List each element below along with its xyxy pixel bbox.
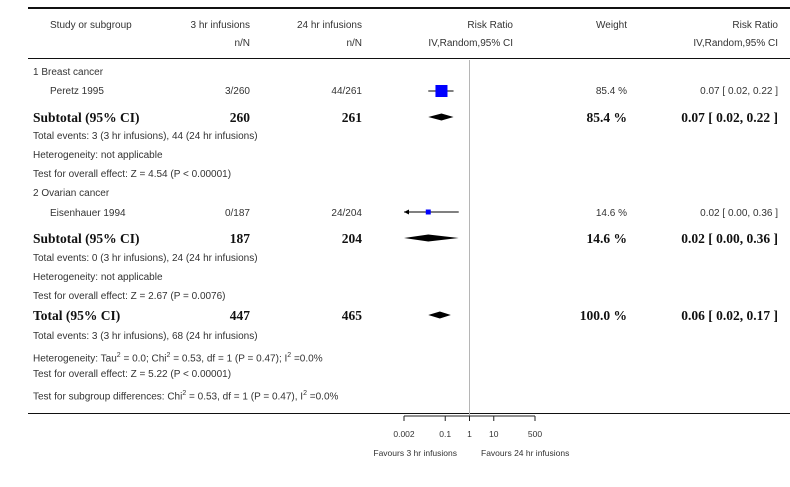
top-rule: [28, 7, 790, 9]
header-rr2: Risk Ratio: [732, 20, 778, 31]
header-study: Study or subgroup: [50, 20, 132, 31]
subtotal-label: Subtotal (95% CI): [33, 110, 140, 125]
x-tick-label: 500: [527, 429, 543, 439]
header-rr-sub: IV,Random,95% CI: [428, 38, 513, 49]
subtotal-weight: 85.4 %: [586, 110, 628, 125]
total-note-overall-effect: Test for overall effect: Z = 5.22 (P < 0…: [33, 369, 232, 380]
header-rr: Risk Ratio: [467, 20, 513, 31]
total-note-subgroup-differences: Test for subgroup differences: Chi2 = 0.…: [33, 390, 339, 403]
note-total-events: Total events: 0 (3 hr infusions), 24 (24…: [33, 253, 258, 264]
header-weight: Weight: [596, 20, 627, 31]
note-overall-effect: Test for overall effect: Z = 2.67 (P = 0…: [33, 291, 226, 302]
total-weight: 100.0 %: [579, 308, 627, 323]
note-heterogeneity: Heterogeneity: not applicable: [33, 150, 163, 161]
group-title: 1 Breast cancer: [33, 67, 104, 78]
total-ci: 0.06 [ 0.02, 0.17 ]: [681, 308, 778, 323]
header-rule: [28, 58, 790, 59]
x-tick-label: 1: [467, 429, 472, 439]
pooled-diamond: [404, 234, 459, 242]
note-total-events: Total events: 3 (3 hr infusions), 44 (24…: [33, 131, 258, 142]
header-rr2-sub: IV,Random,95% CI: [693, 38, 778, 49]
study-weight: 14.6 %: [595, 208, 627, 219]
study-ctrl: 24/204: [331, 208, 362, 219]
study-ci: 0.07 [ 0.02, 0.22 ]: [700, 86, 778, 97]
total-note-events: Total events: 3 (3 hr infusions), 68 (24…: [33, 331, 258, 342]
bottom-rule: [28, 413, 790, 414]
total-ctrl: 465: [341, 308, 362, 323]
subtotal-ci: 0.07 [ 0.02, 0.22 ]: [681, 110, 778, 125]
subtotal-ctrl: 204: [341, 231, 362, 246]
total-label: Total (95% CI): [33, 308, 121, 323]
study-ci: 0.02 [ 0.00, 0.36 ]: [700, 208, 778, 219]
favours-left-label: Favours 3 hr infusions: [373, 448, 457, 458]
note-heterogeneity: Heterogeneity: not applicable: [33, 272, 163, 283]
subtotal-label: Subtotal (95% CI): [33, 231, 140, 246]
subtotal-exp: 260: [229, 110, 250, 125]
study-exp: 3/260: [224, 86, 250, 97]
subtotal-weight: 14.6 %: [586, 231, 628, 246]
study-ctrl: 44/261: [331, 86, 362, 97]
study-weight: 85.4 %: [595, 86, 627, 97]
x-tick-label: 10: [489, 429, 499, 439]
note-overall-effect: Test for overall effect: Z = 4.54 (P < 0…: [33, 169, 232, 180]
x-tick-label: 0.002: [393, 429, 415, 439]
x-tick-label: 0.1: [439, 429, 452, 439]
study-weight-square: [435, 84, 448, 98]
header-exp-sub: n/N: [234, 38, 250, 49]
study-exp: 0/187: [224, 208, 250, 219]
favours-right-label: Favours 24 hr infusions: [481, 448, 570, 458]
pooled-diamond: [428, 311, 451, 319]
study-name: Eisenhauer 1994: [50, 208, 126, 219]
pooled-diamond: [428, 113, 454, 121]
subtotal-ci: 0.02 [ 0.00, 0.36 ]: [681, 231, 778, 246]
total-note-heterogeneity: Heterogeneity: Tau2 = 0.0; Chi2 = 0.53, …: [33, 352, 323, 365]
subtotal-ctrl: 261: [341, 110, 362, 125]
header-exp: 3 hr infusions: [190, 20, 250, 31]
header-ctrl: 24 hr infusions: [296, 20, 362, 31]
subtotal-exp: 187: [229, 231, 250, 246]
study-weight-square: [425, 209, 431, 215]
header-ctrl-sub: n/N: [346, 38, 362, 49]
group-title: 2 Ovarian cancer: [33, 188, 110, 199]
study-ci-arrow: [404, 209, 409, 215]
study-name: Peretz 1995: [50, 86, 104, 97]
total-exp: 447: [229, 308, 250, 323]
